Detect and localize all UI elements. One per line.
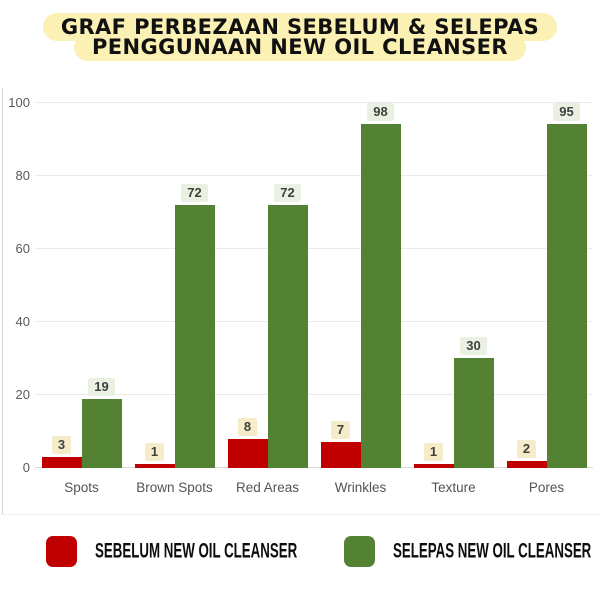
chart-title: GRAF PERBEZAAN SEBELUM & SELEPAS PENGGUN… (0, 13, 600, 61)
barwrap-selepas-red-areas: 72 (267, 103, 308, 468)
bar-selepas-brown-spots (174, 205, 215, 468)
barwrap-selepas-spots: 19 (81, 103, 122, 468)
y-axis-line (2, 88, 3, 514)
bar-group-red-areas: 8 72 (221, 103, 314, 468)
barwrap-selepas-texture: 30 (453, 103, 494, 468)
data-label-selepas-brown-spots: 72 (181, 184, 208, 202)
data-label-sebelum-spots: 3 (51, 436, 72, 454)
data-label-selepas-wrinkles: 98 (367, 103, 394, 121)
y-tick-label-40: 40 (15, 314, 30, 329)
barwrap-selepas-pores: 95 (546, 103, 587, 468)
y-tick-label-100: 100 (8, 95, 30, 110)
category-label-red-areas: Red Areas (235, 480, 300, 495)
gridline-80 (35, 175, 593, 176)
bar-sebelum-brown-spots (134, 464, 175, 468)
chart-bottom-border (0, 514, 600, 515)
bar-group-wrinkles: 7 98 (314, 103, 407, 468)
gridline-60 (35, 248, 593, 249)
gridline-100 (35, 102, 593, 103)
chart-title-line2: PENGGUNAAN NEW OIL CLEANSER (74, 34, 526, 61)
bar-sebelum-wrinkles (320, 442, 361, 468)
data-label-selepas-spots: 19 (88, 378, 115, 396)
y-tick-label-0: 0 (22, 460, 30, 475)
bar-sebelum-spots (41, 457, 82, 468)
category-label-brown-spots: Brown Spots (136, 480, 213, 495)
bar-selepas-wrinkles (360, 124, 401, 468)
y-tick-label-20: 20 (15, 387, 30, 402)
bar-selepas-red-areas (267, 205, 308, 468)
data-label-selepas-texture: 30 (460, 337, 487, 355)
bar-sebelum-pores (506, 461, 547, 468)
legend-item-sebelum: SEBELUM NEW OIL CLEANSER (46, 536, 384, 567)
data-label-sebelum-texture: 1 (423, 443, 444, 461)
category-label-spots: Spots (64, 480, 99, 495)
bar-group-brown-spots: 1 72 (128, 103, 221, 468)
plot-area: 0 20 40 60 80 100 3 19 1 72 8 72 7 98 1 30 2 95 (8, 95, 593, 475)
barwrap-sebelum-pores: 2 (506, 103, 547, 468)
data-label-sebelum-red-areas: 8 (237, 418, 258, 436)
bar-group-spots: 3 19 (35, 103, 128, 468)
bar-groups: 3 19 1 72 8 72 7 98 1 30 2 95 (35, 103, 593, 468)
x-axis-category-labels: Spots Brown Spots Red Areas Wrinkles Texture… (35, 480, 593, 495)
data-label-sebelum-wrinkles: 7 (330, 421, 351, 439)
legend-item-selepas: SELEPAS NEW OIL CLEANSER (344, 536, 600, 567)
bar-sebelum-texture (413, 464, 454, 468)
data-label-selepas-red-areas: 72 (274, 184, 301, 202)
bar-selepas-pores (546, 124, 587, 468)
data-label-selepas-pores: 95 (553, 103, 580, 121)
category-label-texture: Texture (431, 480, 476, 495)
barwrap-selepas-brown-spots: 72 (174, 103, 215, 468)
y-tick-label-80: 80 (15, 168, 30, 183)
gridline-0 (35, 467, 593, 468)
barwrap-sebelum-brown-spots: 1 (134, 103, 175, 468)
barwrap-sebelum-texture: 1 (413, 103, 454, 468)
category-label-wrinkles: Wrinkles (334, 480, 387, 495)
legend-label-selepas: SELEPAS NEW OIL CLEANSER (393, 539, 592, 563)
data-label-sebelum-pores: 2 (516, 440, 537, 458)
data-label-sebelum-brown-spots: 1 (144, 443, 165, 461)
barwrap-sebelum-red-areas: 8 (227, 103, 268, 468)
y-tick-label-60: 60 (15, 241, 30, 256)
gridline-20 (35, 394, 593, 395)
bar-selepas-texture (453, 358, 494, 468)
legend-swatch-selepas (344, 536, 375, 567)
category-label-pores: Pores (528, 480, 565, 495)
gridline-40 (35, 321, 593, 322)
bar-selepas-spots (81, 399, 122, 468)
legend-label-sebelum: SEBELUM NEW OIL CLEANSER (95, 539, 298, 563)
bar-sebelum-red-areas (227, 439, 268, 468)
barwrap-selepas-wrinkles: 98 (360, 103, 401, 468)
barwrap-sebelum-spots: 3 (41, 103, 82, 468)
bar-group-pores: 2 95 (500, 103, 593, 468)
barwrap-sebelum-wrinkles: 7 (320, 103, 361, 468)
legend-swatch-sebelum (46, 536, 77, 567)
bar-group-texture: 1 30 (407, 103, 500, 468)
